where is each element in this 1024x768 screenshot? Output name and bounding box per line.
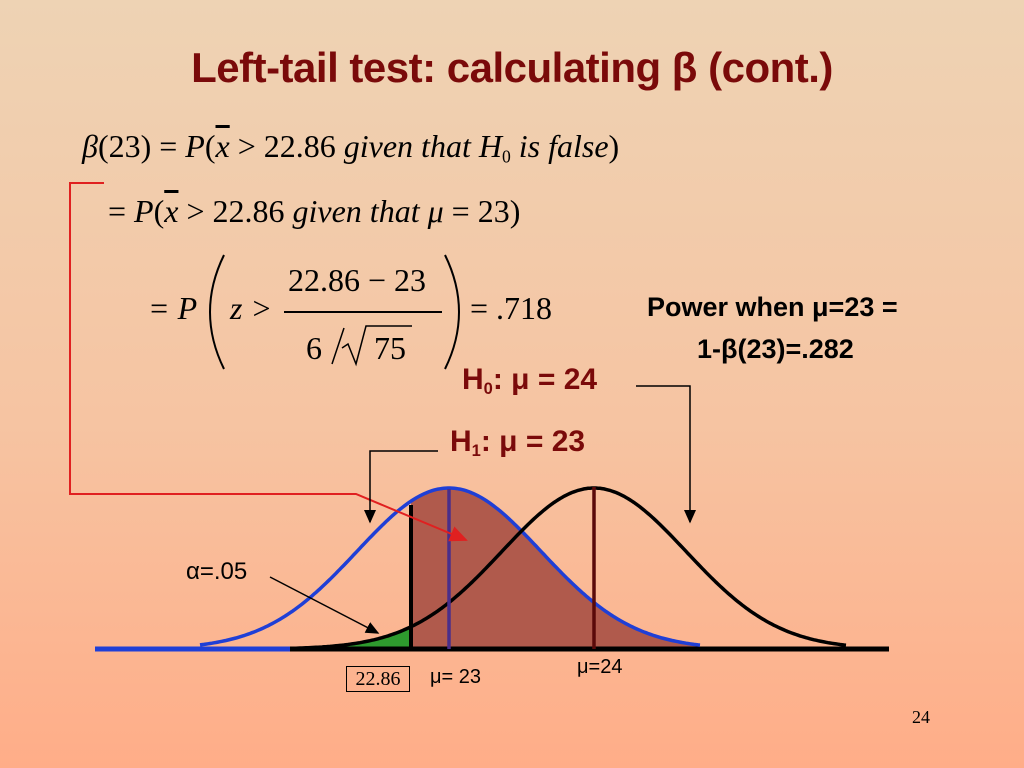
xbar: x xyxy=(215,128,230,164)
power-label-line1: Power when μ=23 = xyxy=(647,292,898,322)
mu24-label: μ=24 xyxy=(577,656,623,678)
beta-equation-line3-lead: = P xyxy=(148,290,198,326)
beta-equation-line1: β(23) = P(x > 22.86 given that H0 is fal… xyxy=(82,128,620,167)
xbar: x xyxy=(164,193,179,229)
beta-equation-line2: = P(x > 22.86 given that μ = 23) xyxy=(108,193,521,229)
page-number: 24 xyxy=(912,707,930,727)
mu23-label: μ= 23 xyxy=(430,666,482,688)
z-inequality: z > xyxy=(230,290,273,326)
beta-result: = .718 xyxy=(470,290,553,326)
beta-connector xyxy=(69,182,468,542)
sqrt-sign xyxy=(341,325,412,367)
beta-symbol: β xyxy=(82,128,98,164)
mu-symbol: μ xyxy=(427,193,444,229)
slide-title: Left-tail test: calculating β (cont.) xyxy=(191,44,833,91)
h1-curve xyxy=(199,486,701,647)
h0-curve xyxy=(295,486,847,650)
fraction-numerator: 22.86 − 23 xyxy=(288,262,427,298)
alpha-pointer xyxy=(269,576,380,634)
alpha-label: α=.05 xyxy=(186,558,248,585)
h0-label: H0: μ = 24 xyxy=(462,363,598,398)
h1-pointer xyxy=(364,450,438,524)
left-paren xyxy=(209,254,225,370)
critical-value-box: 22.86 xyxy=(346,666,410,692)
h0-pointer xyxy=(636,385,696,524)
right-paren xyxy=(444,254,460,370)
den-slash xyxy=(331,327,345,365)
h1-label: H1: μ = 23 xyxy=(450,425,586,460)
power-label-line2: 1-β(23)=.282 xyxy=(697,334,854,364)
fraction-denominator: 6 75 xyxy=(306,330,406,366)
